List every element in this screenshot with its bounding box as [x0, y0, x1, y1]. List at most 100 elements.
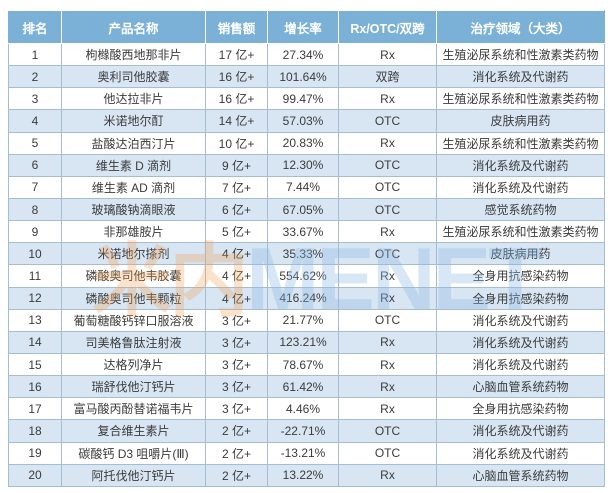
cell-product-name: 磷酸奥司他韦颗粒 — [61, 286, 206, 310]
table-row: 1 枸橼酸西地那非片 17 亿+ 27.34% Rx 生殖泌尿系统和性激素类药物 — [8, 42, 605, 67]
cell-product-name: 米诺地尔搽剂 — [61, 242, 206, 266]
cell-growth-rate: 12.30% — [267, 153, 339, 177]
cell-therapy-area: 生殖泌尿系统和性激素类药物 — [436, 131, 605, 155]
cell-therapy-area: 全身用抗感染药物 — [436, 397, 605, 421]
cell-growth-rate: 67.05% — [267, 197, 339, 222]
cell-rx-otc: Rx — [338, 264, 437, 288]
cell-rank: 4 — [8, 109, 62, 133]
cell-rx-otc: OTC — [338, 308, 437, 332]
cell-therapy-area: 消化系统及代谢药 — [436, 175, 605, 199]
cell-therapy-area: 生殖泌尿系统和性激素类药物 — [436, 42, 605, 67]
cell-growth-rate: 101.64% — [267, 65, 339, 89]
cell-sales: 3 亿+ — [205, 397, 268, 421]
cell-rank: 13 — [8, 308, 62, 332]
cell-product-name: 达格列净片 — [61, 352, 206, 377]
cell-growth-rate: 123.21% — [267, 330, 339, 354]
cell-product-name: 复合维生素片 — [61, 419, 206, 443]
table-row: 18 复合维生素片 2 亿+ -22.71% OTC 消化系统及代谢药 — [8, 419, 605, 443]
cell-growth-rate: 78.67% — [267, 352, 339, 377]
table-row: 6 维生素 D 滴剂 9 亿+ 12.30% OTC 消化系统及代谢药 — [8, 153, 605, 177]
drug-ranking-table: 排名 产品名称 销售额 增长率 Rx/OTC/双跨 治疗领域（大类） 1 枸橼酸西地那非片 1… — [8, 10, 605, 487]
table-row: 9 非那雄胺片 5 亿+ 33.67% Rx 生殖泌尿系统和性激素类药物 — [8, 220, 605, 244]
cell-growth-rate: 35.33% — [267, 242, 339, 266]
table-row: 13 葡萄糖酸钙锌口服溶液 3 亿+ 21.77% OTC 消化系统及代谢药 — [8, 308, 605, 332]
cell-growth-rate: 99.47% — [267, 87, 339, 111]
cell-rx-otc: OTC — [338, 242, 437, 266]
cell-sales: 3 亿+ — [205, 308, 268, 332]
cell-rx-otc: Rx — [338, 330, 437, 354]
cell-product-name: 磷酸奥司他韦胶囊 — [61, 264, 206, 288]
cell-rx-otc: Rx — [338, 352, 437, 377]
cell-rank: 18 — [8, 419, 62, 443]
table-row: 19 碳酸钙 D3 咀嚼片(Ⅲ) 2 亿+ -13.21% OTC 消化系统及代谢药 — [8, 441, 605, 465]
cell-rank: 14 — [8, 330, 62, 354]
cell-rank: 3 — [8, 87, 62, 111]
cell-rank: 19 — [8, 441, 62, 465]
cell-rank: 10 — [8, 242, 62, 266]
cell-therapy-area: 皮肤病用药 — [436, 242, 605, 266]
cell-growth-rate: 416.24% — [267, 286, 339, 310]
cell-growth-rate: 13.22% — [267, 463, 339, 487]
table-row: 2 奥利司他胶囊 16 亿+ 101.64% 双跨 消化系统及代谢药 — [8, 65, 605, 89]
header-row: 排名 产品名称 销售额 增长率 Rx/OTC/双跨 治疗领域（大类） — [8, 10, 605, 44]
table-row: 4 米诺地尔酊 14 亿+ 57.03% OTC 皮肤病用药 — [8, 109, 605, 133]
cell-therapy-area: 全身用抗感染药物 — [436, 286, 605, 310]
cell-product-name: 他达拉非片 — [61, 87, 206, 111]
table-row: 7 维生素 AD 滴剂 7 亿+ 7.44% OTC 消化系统及代谢药 — [8, 175, 605, 199]
cell-rx-otc: OTC — [338, 441, 437, 465]
cell-rx-otc: OTC — [338, 153, 437, 177]
cell-product-name: 葡萄糖酸钙锌口服溶液 — [61, 308, 206, 332]
table-body: 1 枸橼酸西地那非片 17 亿+ 27.34% Rx 生殖泌尿系统和性激素类药物 2 奥利司他… — [8, 42, 605, 487]
table-row: 14 司美格鲁肽注射液 3 亿+ 123.21% Rx 消化系统及代谢药 — [8, 330, 605, 354]
cell-product-name: 瑞舒伐他汀钙片 — [61, 375, 206, 399]
column-header-therapy-area: 治疗领域（大类） — [436, 10, 605, 44]
cell-growth-rate: 33.67% — [267, 220, 339, 244]
cell-growth-rate: -22.71% — [267, 419, 339, 443]
cell-rx-otc: Rx — [338, 131, 437, 155]
cell-sales: 14 亿+ — [205, 109, 268, 133]
cell-growth-rate: 57.03% — [267, 109, 339, 133]
cell-rx-otc: OTC — [338, 197, 437, 222]
column-header-sales: 销售额 — [205, 10, 268, 44]
cell-growth-rate: 7.44% — [267, 175, 339, 199]
cell-product-name: 碳酸钙 D3 咀嚼片(Ⅲ) — [61, 441, 206, 465]
cell-therapy-area: 消化系统及代谢药 — [436, 441, 605, 465]
cell-rx-otc: Rx — [338, 87, 437, 111]
cell-product-name: 非那雄胺片 — [61, 220, 206, 244]
cell-product-name: 奥利司他胶囊 — [61, 65, 206, 89]
cell-therapy-area: 心脑血管系统药物 — [436, 463, 605, 487]
cell-product-name: 维生素 D 滴剂 — [61, 153, 206, 177]
cell-growth-rate: 4.46% — [267, 397, 339, 421]
cell-growth-rate: 21.77% — [267, 308, 339, 332]
cell-growth-rate: 27.34% — [267, 42, 339, 67]
cell-growth-rate: 20.83% — [267, 131, 339, 155]
cell-sales: 2 亿+ — [205, 441, 268, 465]
table-row: 3 他达拉非片 16 亿+ 99.47% Rx 生殖泌尿系统和性激素类药物 — [8, 87, 605, 111]
cell-rx-otc: Rx — [338, 397, 437, 421]
cell-sales: 4 亿+ — [205, 242, 268, 266]
cell-rx-otc: Rx — [338, 42, 437, 67]
cell-therapy-area: 消化系统及代谢药 — [436, 330, 605, 354]
cell-growth-rate: -13.21% — [267, 441, 339, 465]
cell-product-name: 米诺地尔酊 — [61, 109, 206, 133]
table-row: 10 米诺地尔搽剂 4 亿+ 35.33% OTC 皮肤病用药 — [8, 242, 605, 266]
table-row: 17 富马酸丙酚替诺福韦片 3 亿+ 4.46% Rx 全身用抗感染药物 — [8, 397, 605, 421]
cell-sales: 3 亿+ — [205, 330, 268, 354]
cell-product-name: 盐酸达泊西汀片 — [61, 131, 206, 155]
table-row: 12 磷酸奥司他韦颗粒 4 亿+ 416.24% Rx 全身用抗感染药物 — [8, 286, 605, 310]
table-row: 15 达格列净片 3 亿+ 78.67% Rx 消化系统及代谢药 — [8, 352, 605, 377]
column-header-rx-otc: Rx/OTC/双跨 — [338, 10, 437, 44]
cell-rx-otc: Rx — [338, 463, 437, 487]
cell-sales: 2 亿+ — [205, 463, 268, 487]
cell-sales: 3 亿+ — [205, 375, 268, 399]
cell-rank: 1 — [8, 42, 62, 67]
column-header-growth-rate: 增长率 — [267, 10, 339, 44]
cell-therapy-area: 全身用抗感染药物 — [436, 264, 605, 288]
cell-rank: 17 — [8, 397, 62, 421]
cell-rx-otc: Rx — [338, 220, 437, 244]
cell-sales: 10 亿+ — [205, 131, 268, 155]
cell-product-name: 枸橼酸西地那非片 — [61, 42, 206, 67]
cell-rx-otc: Rx — [338, 375, 437, 399]
cell-rx-otc: OTC — [338, 175, 437, 199]
